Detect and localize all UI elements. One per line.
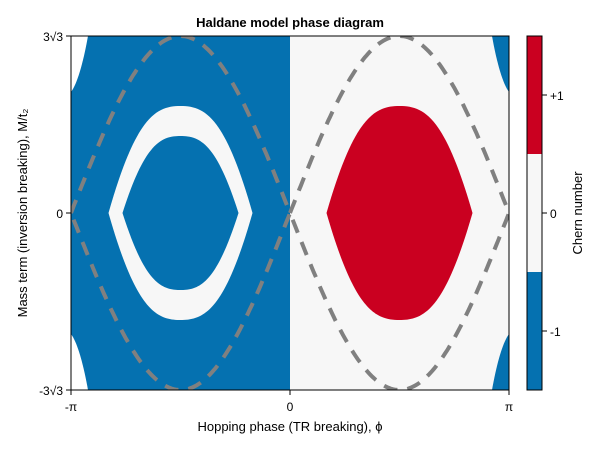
y-tick-label: 3√3 [43,30,63,44]
plot-area [71,36,509,390]
chart-title: Haldane model phase diagram [196,15,384,30]
colorbar-tick-label: 0 [550,207,557,221]
center-region-right [326,106,473,320]
y-tick-label: -3√3 [39,384,63,398]
y-axis-label: Mass term (inversion breaking), M/t₂ [15,109,30,318]
colorbar-segment-plus-one [527,36,542,154]
corner-patch-top-left [71,36,88,92]
y-axis: 3√3 0 -3√3 Mass term (inversion breaking… [15,30,71,398]
x-tick-label: π [505,400,513,414]
corner-patch-bottom-right [492,334,509,390]
colorbar-segment-minus-one [527,272,542,390]
colorbar-tick-label: +1 [550,89,564,103]
center-region-left [122,136,239,290]
corner-patch-top-right [492,36,509,92]
y-tick-label: 0 [56,207,63,221]
phase-boundary-left [71,36,293,390]
corner-patch-bottom-left [71,334,88,390]
colorbar-label: Chern number [570,171,585,255]
x-axis-label: Hopping phase (TR breaking), ϕ [197,419,382,434]
colorbar: +1 0 -1 Chern number [526,35,585,391]
colorbar-tick-label: -1 [550,325,561,339]
x-tick-label: 0 [287,400,294,414]
x-tick-label: -π [65,400,77,414]
colorbar-segment-zero [527,154,542,272]
phase-boundary-right [287,36,509,390]
x-axis: -π 0 π Hopping phase (TR breaking), ϕ [65,390,513,434]
